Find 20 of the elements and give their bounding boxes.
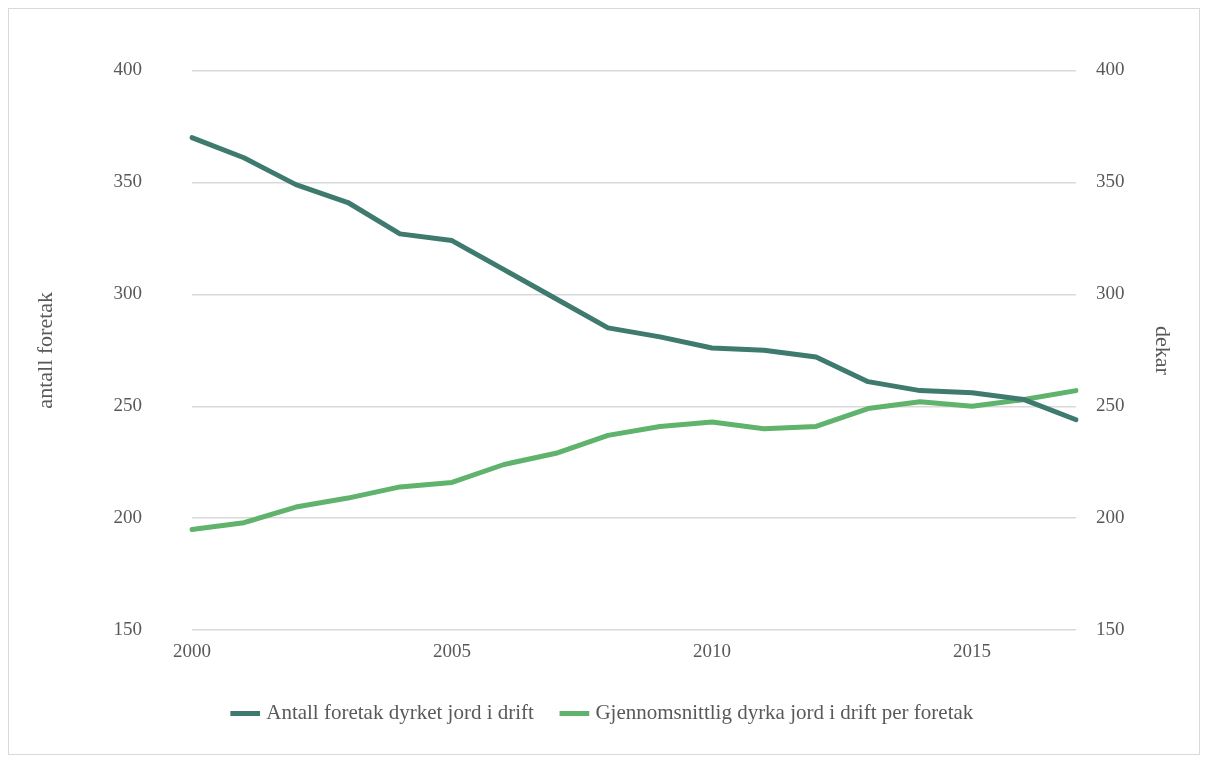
legend-label: Antall foretak dyrket jord i drift [266, 700, 535, 725]
y2-tick-label: 350 [1096, 170, 1125, 192]
y-tick-label: 200 [113, 506, 142, 528]
y-tick-label: 300 [113, 282, 142, 304]
legend-label: Gjennomsnittlig dyrka jord i drift per foretak [595, 700, 974, 725]
y2-tick-label: 150 [1096, 618, 1125, 640]
y-tick-label: 400 [113, 58, 142, 80]
y-tick-label: 250 [113, 394, 142, 416]
y2-tick-label: 250 [1096, 394, 1125, 416]
x-tick-label: 2010 [693, 639, 732, 661]
y-tick-label: 150 [113, 618, 142, 640]
x-tick-label: 2005 [432, 639, 471, 661]
y2-axis-title: dekar [1151, 325, 1177, 376]
x-tick-label: 2000 [172, 639, 211, 661]
x-tick-label: 2015 [953, 639, 992, 661]
y2-tick-label: 200 [1096, 506, 1125, 528]
y2-tick-label: 300 [1096, 282, 1125, 304]
y-axis-title: antall foretak [31, 291, 57, 409]
y2-tick-label: 400 [1096, 58, 1125, 80]
y-tick-label: 350 [113, 170, 142, 192]
